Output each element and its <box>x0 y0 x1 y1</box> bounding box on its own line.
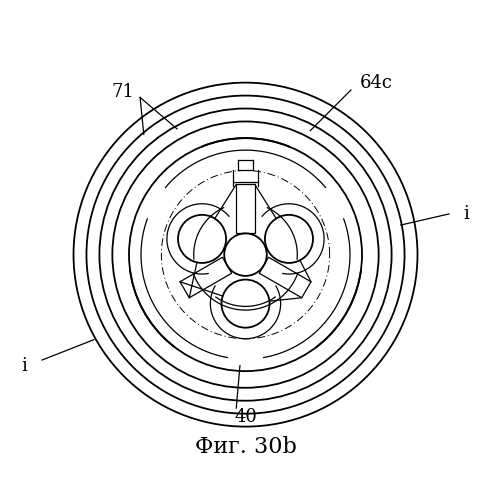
Text: i: i <box>464 205 469 223</box>
Text: 64c: 64c <box>360 74 393 92</box>
Text: 40: 40 <box>234 408 257 426</box>
Text: Фиг. 30b: Фиг. 30b <box>194 436 297 458</box>
Text: i: i <box>22 356 27 374</box>
Text: 71: 71 <box>111 83 135 101</box>
